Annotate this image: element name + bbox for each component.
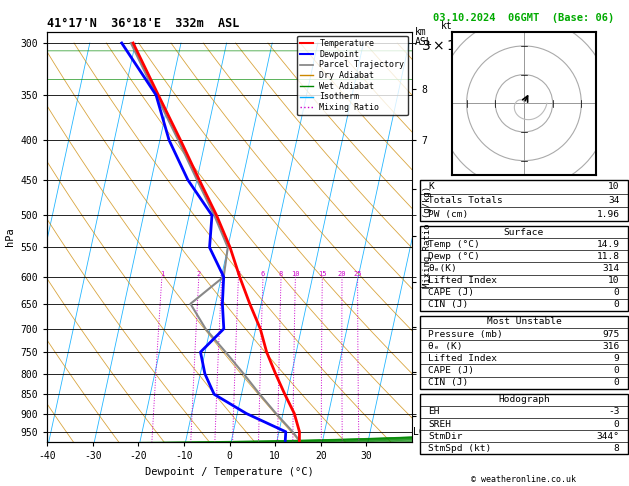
Text: CAPE (J): CAPE (J) bbox=[428, 366, 474, 375]
Text: 1: 1 bbox=[160, 271, 164, 277]
Text: 10: 10 bbox=[608, 182, 620, 191]
Text: EH: EH bbox=[428, 407, 440, 417]
Text: kt: kt bbox=[441, 21, 452, 31]
Text: Pressure (mb): Pressure (mb) bbox=[428, 330, 503, 339]
Text: Hodograph: Hodograph bbox=[498, 395, 550, 404]
Text: Totals Totals: Totals Totals bbox=[428, 196, 503, 205]
Text: 14.9: 14.9 bbox=[596, 240, 620, 249]
Text: 316: 316 bbox=[602, 342, 620, 351]
Text: 0: 0 bbox=[614, 419, 620, 429]
Text: 6: 6 bbox=[261, 271, 265, 277]
Text: 15: 15 bbox=[318, 271, 326, 277]
Text: θₑ (K): θₑ (K) bbox=[428, 342, 463, 351]
Text: 314: 314 bbox=[602, 264, 620, 273]
Text: 11.8: 11.8 bbox=[596, 252, 620, 261]
Text: -3: -3 bbox=[608, 407, 620, 417]
Text: 10: 10 bbox=[608, 276, 620, 285]
Text: Mixing Ratio (g/kg): Mixing Ratio (g/kg) bbox=[423, 186, 432, 288]
Text: 0: 0 bbox=[614, 378, 620, 387]
Y-axis label: hPa: hPa bbox=[5, 227, 15, 246]
Text: Most Unstable: Most Unstable bbox=[487, 317, 561, 327]
Text: 20: 20 bbox=[338, 271, 346, 277]
Text: StmSpd (kt): StmSpd (kt) bbox=[428, 444, 492, 453]
Text: 9: 9 bbox=[614, 354, 620, 363]
Text: CAPE (J): CAPE (J) bbox=[428, 288, 474, 297]
Text: K: K bbox=[428, 182, 434, 191]
Text: Temp (°C): Temp (°C) bbox=[428, 240, 480, 249]
Text: 0: 0 bbox=[614, 300, 620, 310]
Text: θₑ(K): θₑ(K) bbox=[428, 264, 457, 273]
Text: 975: 975 bbox=[602, 330, 620, 339]
Text: © weatheronline.co.uk: © weatheronline.co.uk bbox=[472, 474, 576, 484]
Legend: Temperature, Dewpoint, Parcel Trajectory, Dry Adiabat, Wet Adiabat, Isotherm, Mi: Temperature, Dewpoint, Parcel Trajectory… bbox=[297, 36, 408, 115]
Text: Lifted Index: Lifted Index bbox=[428, 354, 498, 363]
Text: 1.96: 1.96 bbox=[596, 210, 620, 219]
Text: 34: 34 bbox=[608, 196, 620, 205]
Text: LCL: LCL bbox=[413, 427, 430, 437]
Text: 03.10.2024  06GMT  (Base: 06): 03.10.2024 06GMT (Base: 06) bbox=[433, 13, 615, 23]
Text: Dewp (°C): Dewp (°C) bbox=[428, 252, 480, 261]
Text: StmDir: StmDir bbox=[428, 432, 463, 441]
Text: 3: 3 bbox=[220, 271, 224, 277]
Text: 8: 8 bbox=[614, 444, 620, 453]
Text: km
ASL: km ASL bbox=[415, 27, 433, 47]
Text: 10: 10 bbox=[291, 271, 299, 277]
Text: CIN (J): CIN (J) bbox=[428, 300, 469, 310]
Text: PW (cm): PW (cm) bbox=[428, 210, 469, 219]
Text: 25: 25 bbox=[353, 271, 362, 277]
Text: Lifted Index: Lifted Index bbox=[428, 276, 498, 285]
Text: Surface: Surface bbox=[504, 227, 544, 237]
Text: 8: 8 bbox=[279, 271, 283, 277]
Text: SREH: SREH bbox=[428, 419, 452, 429]
X-axis label: Dewpoint / Temperature (°C): Dewpoint / Temperature (°C) bbox=[145, 467, 314, 477]
Text: 2: 2 bbox=[197, 271, 201, 277]
Text: 0: 0 bbox=[614, 366, 620, 375]
Text: 4: 4 bbox=[237, 271, 240, 277]
Text: CIN (J): CIN (J) bbox=[428, 378, 469, 387]
Text: 0: 0 bbox=[614, 288, 620, 297]
Text: 344°: 344° bbox=[596, 432, 620, 441]
Text: 41°17'N  36°18'E  332m  ASL: 41°17'N 36°18'E 332m ASL bbox=[47, 17, 240, 31]
